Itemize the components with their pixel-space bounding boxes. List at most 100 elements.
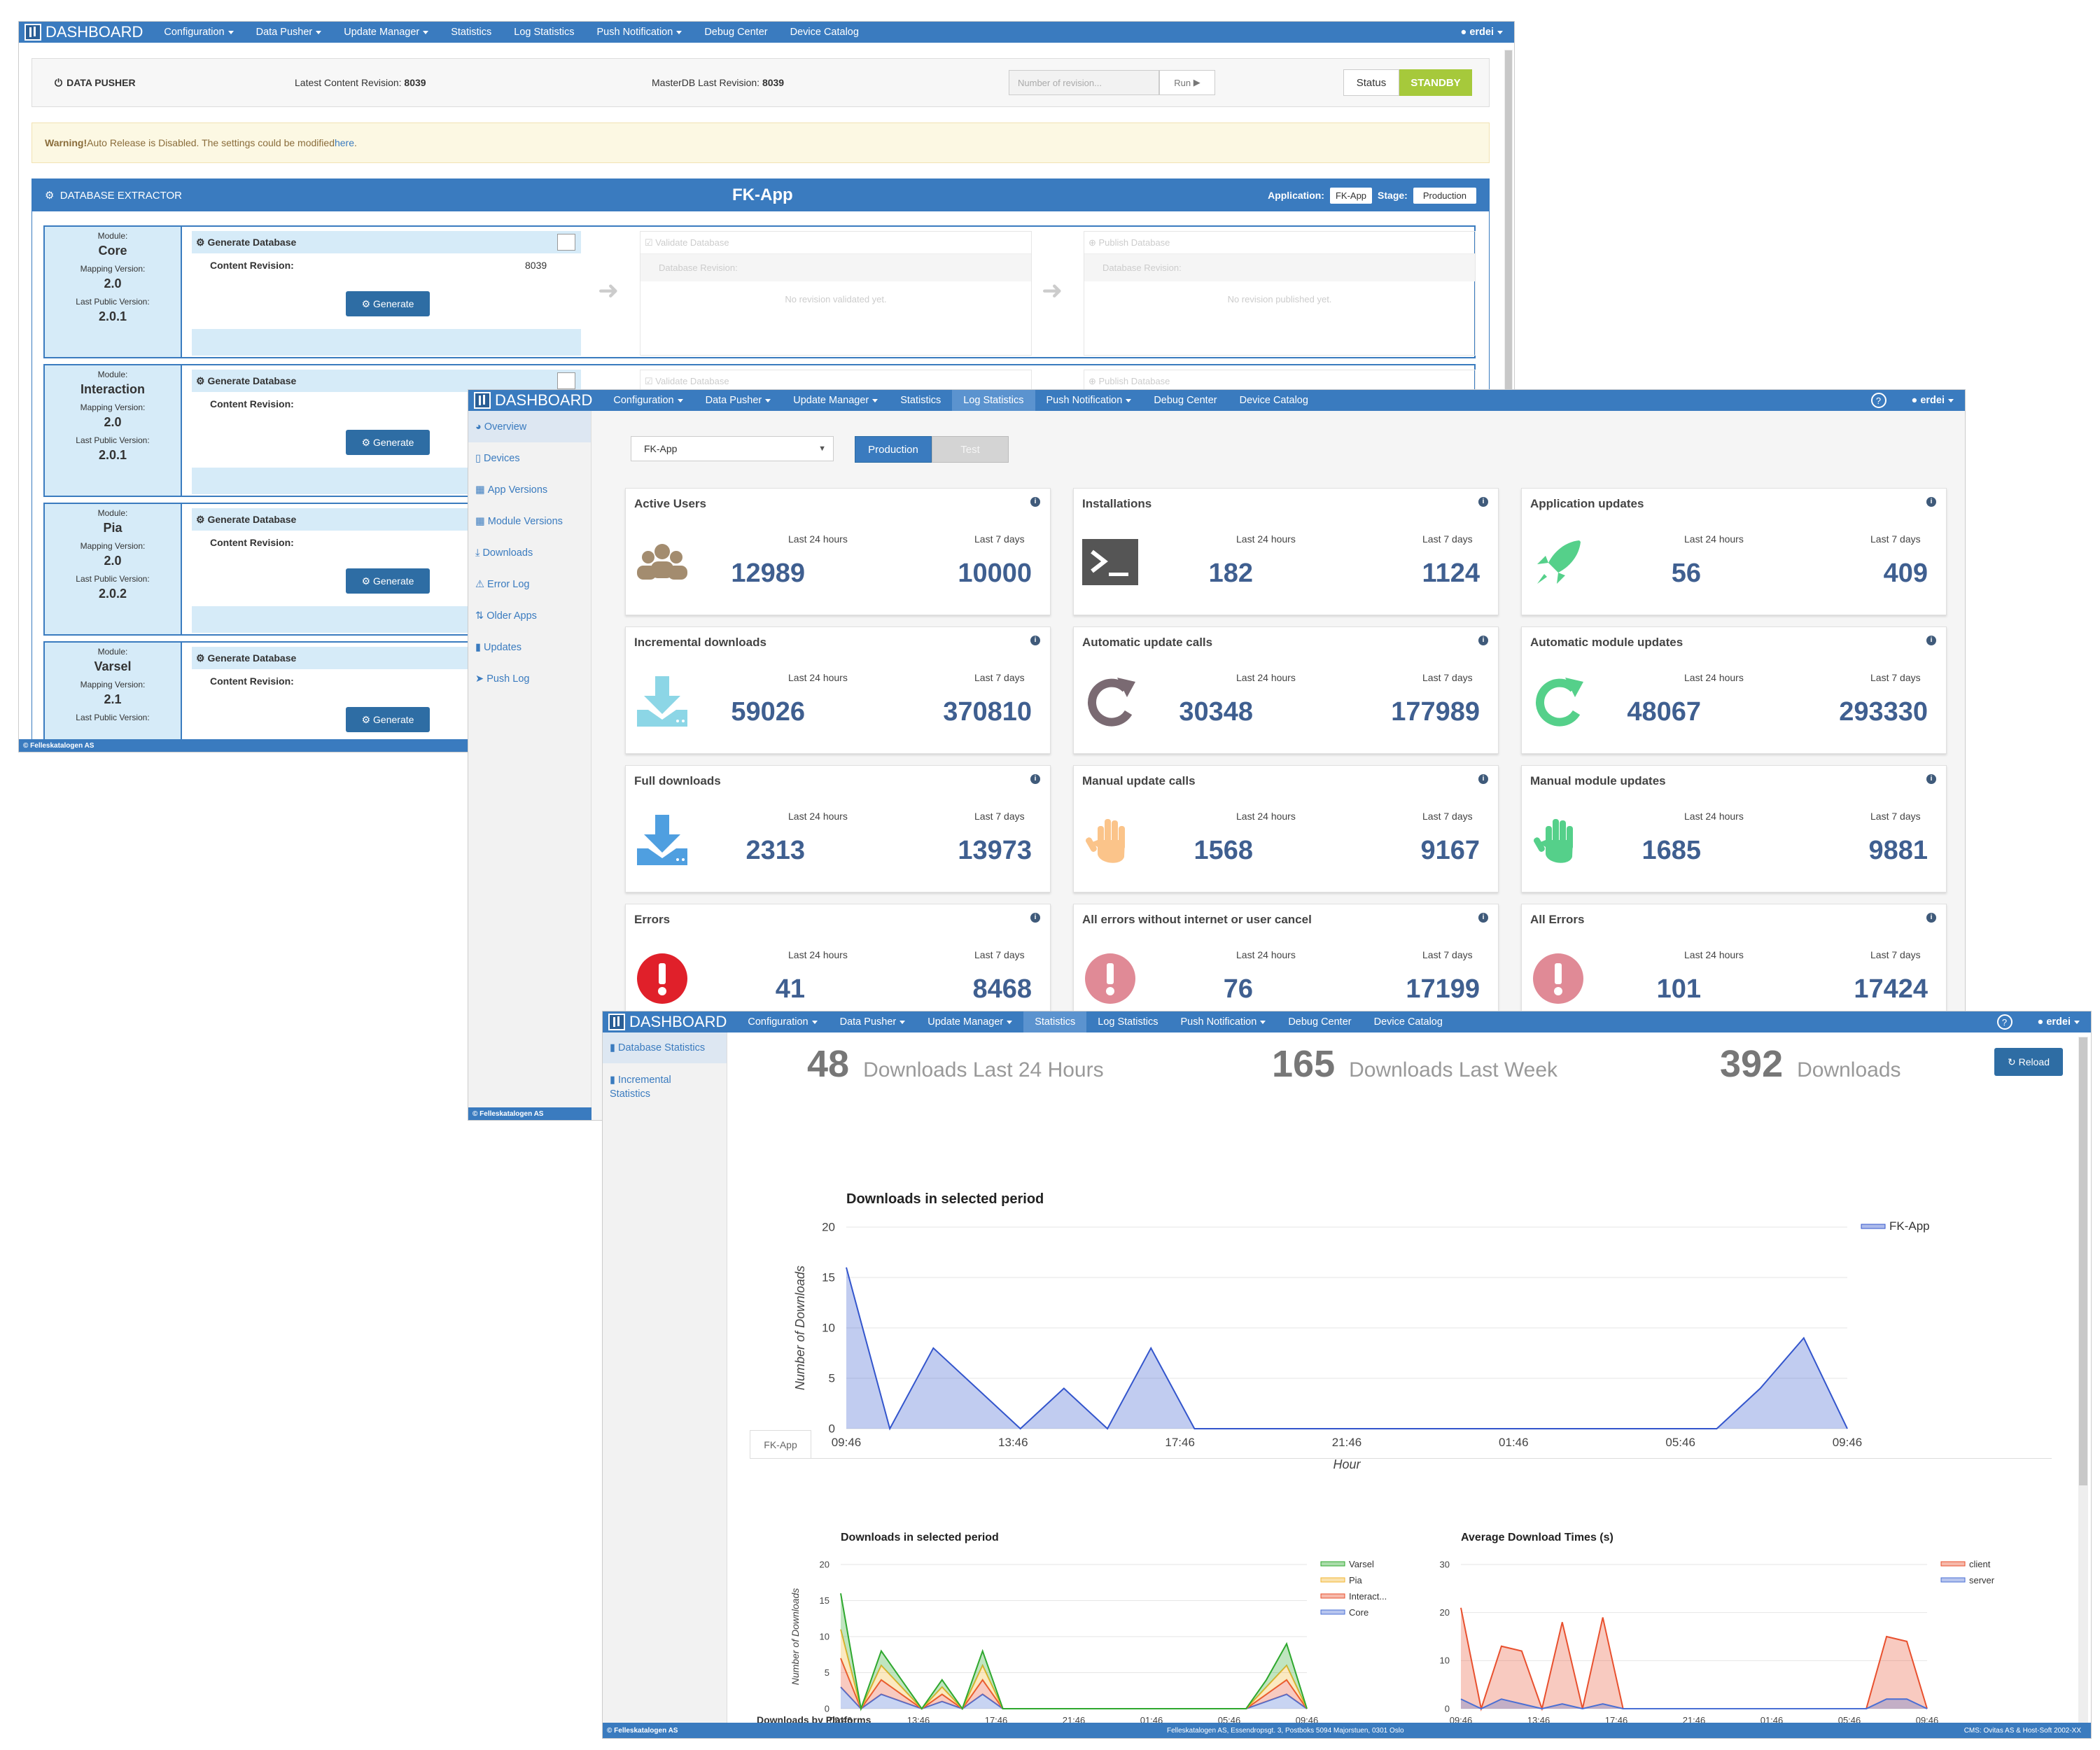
- nav-statistics[interactable]: Statistics: [451, 27, 492, 38]
- info-icon[interactable]: i: [1030, 497, 1040, 507]
- value-24h: 182: [1208, 559, 1253, 588]
- module-row: Module: Core Mapping Version: 2.0 Last Publi…: [43, 225, 1476, 358]
- stage-test-button[interactable]: Test: [932, 436, 1009, 463]
- generate-button[interactable]: ⚙ Generate: [346, 291, 430, 316]
- calculator-icon[interactable]: [557, 372, 575, 389]
- nav-configuration[interactable]: Configuration: [602, 390, 694, 411]
- revision-input[interactable]: Number of revision...: [1009, 70, 1159, 95]
- sidebar-item-updates[interactable]: ▮ Updates: [475, 641, 522, 653]
- app-select[interactable]: FK-App ▼: [631, 436, 834, 461]
- last-7d-label: Last 7 days: [974, 811, 1025, 822]
- nav-debug-center[interactable]: Debug Center: [1288, 1016, 1352, 1028]
- sidebar-item-database-statistics[interactable]: ▮ Database Statistics: [603, 1032, 727, 1063]
- info-icon[interactable]: i: [1478, 774, 1488, 784]
- info-icon[interactable]: i: [1926, 774, 1936, 784]
- nav-configuration[interactable]: Configuration: [736, 1011, 828, 1032]
- sidebar-item-app-versions[interactable]: ▦ App Versions: [475, 484, 548, 496]
- stage-production-button[interactable]: Production: [855, 436, 932, 463]
- sidebar-item-devices[interactable]: ▯ Devices: [475, 452, 520, 464]
- sidebar-item-incremental-statistics[interactable]: ▮ Incremental Statistics: [610, 1074, 671, 1100]
- info-icon[interactable]: i: [1478, 913, 1488, 923]
- info-icon[interactable]: i: [1030, 774, 1040, 784]
- series-area-client: [1461, 1607, 1927, 1709]
- tab-fk-app[interactable]: FK-App: [750, 1430, 811, 1458]
- nav-update-manager[interactable]: Update Manager: [782, 390, 889, 411]
- sidebar-item-push-log[interactable]: ➤ Push Log: [475, 673, 530, 685]
- reload-button[interactable]: ↻ Reload: [1994, 1048, 2063, 1076]
- nav-push-notification[interactable]: Push Notification: [1170, 1011, 1278, 1032]
- y-tick-label: 30: [1440, 1559, 1450, 1569]
- info-icon[interactable]: i: [1926, 497, 1936, 507]
- scrollbar[interactable]: [2078, 1037, 2088, 1723]
- generate-button[interactable]: ⚙ Generate: [346, 568, 430, 594]
- nav-debug-center[interactable]: Debug Center: [704, 27, 768, 38]
- value-24h: 101: [1656, 974, 1701, 1004]
- stage-select[interactable]: Production: [1413, 187, 1476, 204]
- application-select[interactable]: FK-App: [1329, 187, 1373, 204]
- nav-debug-center[interactable]: Debug Center: [1154, 395, 1217, 406]
- sidebar-item-older-apps[interactable]: ⇅ Older Apps: [475, 610, 537, 622]
- value-24h: 59026: [731, 697, 805, 727]
- dashboard-brand[interactable]: DASHBOARD: [468, 390, 602, 411]
- info-icon[interactable]: i: [1926, 636, 1936, 645]
- last-7d-label: Last 7 days: [974, 949, 1025, 960]
- run-button[interactable]: Run ▶: [1159, 70, 1215, 95]
- gear-icon: ⚙: [196, 236, 205, 248]
- user-menu[interactable]: ● erdei: [1450, 22, 1514, 43]
- y-tick-label: 15: [822, 1271, 835, 1284]
- sidebar-item-downloads[interactable]: ⤓ Downloads: [475, 547, 533, 559]
- sidebar-item-module-versions[interactable]: ▦ Module Versions: [475, 515, 563, 527]
- last-24h-label: Last 24 hours: [1684, 949, 1744, 960]
- series-line-varsel: [840, 1593, 1308, 1712]
- user-menu[interactable]: ● erdei: [1900, 390, 1965, 411]
- nav-data-pusher[interactable]: Data Pusher: [245, 22, 333, 43]
- legend-swatch: [1320, 1577, 1345, 1583]
- value-24h: 56: [1671, 559, 1701, 588]
- value-7d: 10000: [958, 559, 1032, 588]
- generate-button[interactable]: ⚙ Generate: [346, 707, 430, 732]
- value-7d: 177989: [1391, 697, 1480, 727]
- nav-push-notification[interactable]: Push Notification: [1035, 390, 1143, 411]
- info-icon[interactable]: i: [1478, 636, 1488, 645]
- gear-icon: ⚙: [196, 652, 205, 664]
- help-icon[interactable]: ?: [1996, 1014, 2012, 1030]
- value-7d: 370810: [943, 697, 1032, 727]
- refresh-icon: [1082, 673, 1138, 729]
- nav-data-pusher[interactable]: Data Pusher: [694, 390, 783, 411]
- sidebar-item-overview[interactable]: ◕ Overview: [468, 411, 591, 442]
- info-icon[interactable]: i: [1030, 913, 1040, 923]
- help-icon[interactable]: ?: [1870, 393, 1886, 408]
- generate-button[interactable]: ⚙ Generate: [346, 430, 430, 455]
- nav-log-statistics[interactable]: Log Statistics: [514, 27, 575, 38]
- stat-card: Installations i Last 24 hours Last 7 days 18…: [1073, 488, 1499, 615]
- nav-log-statistics[interactable]: Log Statistics: [1098, 1016, 1158, 1028]
- nav-configuration[interactable]: Configuration: [153, 22, 244, 43]
- dashboard-brand[interactable]: DASHBOARD: [19, 22, 153, 43]
- gear-icon: ⚙: [196, 513, 205, 525]
- nav-data-pusher[interactable]: Data Pusher: [829, 1011, 917, 1032]
- x-axis-label: Hour: [1333, 1457, 1361, 1471]
- nav-push-notification[interactable]: Push Notification: [586, 22, 694, 43]
- last-7d-label: Last 7 days: [1422, 533, 1473, 545]
- sidebar-item-error-log[interactable]: ⚠ Error Log: [475, 578, 530, 590]
- generate-database-panel: ⚙ Generate Database Content Revision: 8039…: [192, 231, 581, 356]
- user-menu[interactable]: ● erdei: [2026, 1011, 2091, 1032]
- logo-icon: [608, 1014, 625, 1030]
- nav-device-catalog[interactable]: Device Catalog: [790, 27, 859, 38]
- warning-link[interactable]: here: [334, 137, 355, 148]
- nav-update-manager[interactable]: Update Manager: [916, 1011, 1023, 1032]
- info-icon[interactable]: i: [1478, 497, 1488, 507]
- nav-statistics[interactable]: Statistics: [1023, 1011, 1087, 1032]
- info-icon[interactable]: i: [1030, 636, 1040, 645]
- stat-card: Automatic update calls i Last 24 hours Last…: [1073, 626, 1499, 754]
- nav-device-catalog[interactable]: Device Catalog: [1239, 395, 1308, 406]
- nav-device-catalog[interactable]: Device Catalog: [1373, 1016, 1443, 1028]
- nav-statistics[interactable]: Statistics: [900, 395, 941, 406]
- calculator-icon[interactable]: [557, 234, 575, 251]
- info-icon[interactable]: i: [1926, 913, 1936, 923]
- power-icon: ⏻: [55, 76, 63, 88]
- nav-log-statistics[interactable]: Log Statistics: [952, 390, 1035, 411]
- reload-icon: ↻: [2008, 1056, 2016, 1068]
- dashboard-brand[interactable]: DASHBOARD: [603, 1011, 736, 1032]
- nav-update-manager[interactable]: Update Manager: [332, 22, 440, 43]
